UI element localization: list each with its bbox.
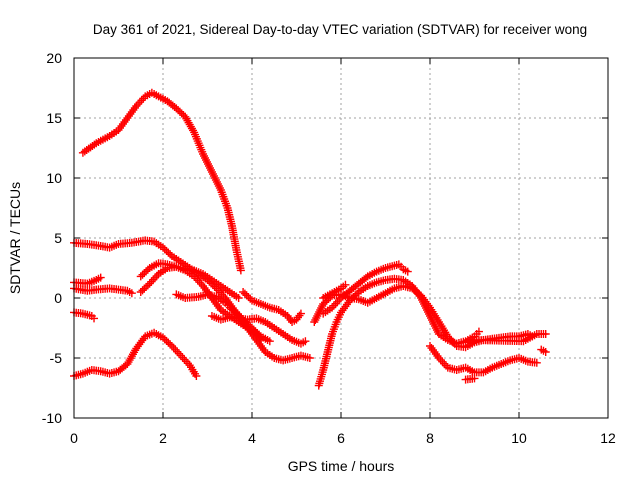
data-point <box>442 361 451 370</box>
data-point <box>143 281 152 290</box>
data-point <box>215 288 224 297</box>
data-point <box>178 353 187 362</box>
series-arc-10 <box>239 288 305 326</box>
axis-ticks: 0 2 4 6 8 10 12 -10 -5 0 5 10 15 20 <box>42 50 616 446</box>
data-point <box>341 280 350 289</box>
data-point <box>234 294 243 302</box>
data-point <box>195 278 204 287</box>
data-point <box>329 301 338 310</box>
data-point <box>541 348 550 356</box>
data-marks <box>70 88 550 390</box>
data-point <box>541 330 550 338</box>
x-tick-label: 12 <box>600 430 616 446</box>
data-point <box>137 96 146 105</box>
x-tick-label: 4 <box>248 430 256 446</box>
series-arc-11 <box>207 312 310 348</box>
data-point <box>180 355 189 364</box>
data-point <box>217 290 226 299</box>
data-point <box>173 347 182 356</box>
chart-title: Day 361 of 2021, Sidereal Day-to-day VTE… <box>93 22 587 37</box>
data-point <box>191 274 200 283</box>
series-arc-14 <box>319 260 412 318</box>
y-tick-label: 0 <box>54 290 62 306</box>
data-point <box>301 337 310 346</box>
data-point <box>193 276 202 285</box>
data-point <box>190 272 199 281</box>
data-point <box>152 271 161 280</box>
data-point <box>150 273 159 282</box>
data-point <box>440 359 449 368</box>
data-point <box>438 357 447 366</box>
data-point <box>96 273 105 282</box>
data-point <box>167 342 176 350</box>
plot-frame <box>73 57 609 419</box>
data-point <box>246 294 255 303</box>
series-arc-16 <box>426 342 541 377</box>
series-arc-13 <box>314 274 483 390</box>
data-point <box>436 355 445 364</box>
data-point <box>470 374 479 383</box>
data-point <box>361 273 370 282</box>
data-point <box>236 266 245 275</box>
data-point <box>90 314 99 323</box>
data-point <box>474 327 483 336</box>
series-arc-8 <box>172 290 314 365</box>
y-tick-label: 20 <box>46 50 62 66</box>
data-point <box>175 349 184 358</box>
data-point <box>176 351 185 360</box>
data-point <box>403 267 412 276</box>
data-point <box>296 309 305 318</box>
y-tick-label: 5 <box>54 230 62 246</box>
data-point <box>333 297 342 306</box>
y-tick-label: 15 <box>46 110 62 126</box>
x-tick-label: 10 <box>511 430 527 446</box>
series-arc-18 <box>461 374 479 384</box>
data-point <box>134 100 143 109</box>
data-point <box>183 359 192 368</box>
series-arc-5 <box>70 308 99 323</box>
data-point <box>147 277 156 286</box>
series-arc-9 <box>70 328 201 380</box>
data-point <box>145 279 154 288</box>
series-arc-19 <box>537 345 550 356</box>
data-point <box>171 345 180 354</box>
x-tick-label: 0 <box>70 430 78 446</box>
data-point <box>182 357 191 366</box>
data-point <box>353 289 362 298</box>
y-tick-label: -10 <box>42 410 62 426</box>
data-point <box>189 126 198 135</box>
data-point <box>143 265 152 274</box>
data-point <box>139 94 148 103</box>
data-point <box>166 250 175 259</box>
data-point <box>331 299 340 308</box>
data-point <box>434 354 443 362</box>
x-tick-label: 2 <box>159 430 167 446</box>
data-point <box>328 303 337 312</box>
data-point <box>166 340 175 349</box>
data-point <box>169 343 178 352</box>
y-tick-label: -5 <box>50 350 63 366</box>
x-axis-label: GPS time / hours <box>288 458 395 474</box>
series-arc-17 <box>466 330 550 347</box>
data-point <box>305 354 314 362</box>
data-point <box>132 102 141 110</box>
data-point <box>135 98 144 107</box>
y-axis-label: SDTVAR / TECUs <box>7 182 23 294</box>
data-point <box>90 140 99 149</box>
data-point <box>265 337 274 346</box>
series-arc-6 <box>136 259 243 302</box>
y-tick-label: 10 <box>46 170 62 186</box>
x-tick-label: 6 <box>337 430 345 446</box>
data-point <box>149 275 158 284</box>
data-point <box>532 358 541 367</box>
series-arc-1 <box>78 88 245 275</box>
data-point <box>192 372 201 380</box>
x-tick-label: 8 <box>426 430 434 446</box>
data-point <box>127 289 136 298</box>
series-arc-15 <box>319 280 350 302</box>
